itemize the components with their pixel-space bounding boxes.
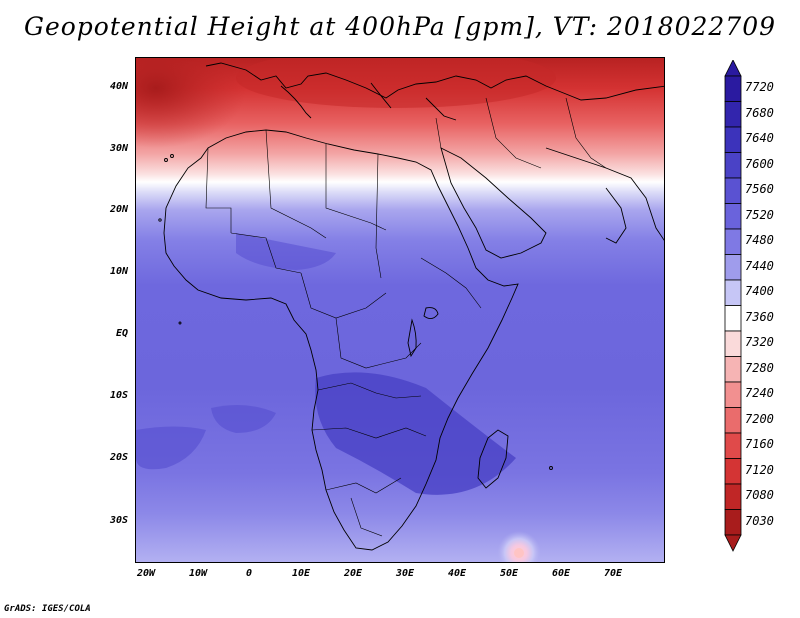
colorbar-label: 7600 xyxy=(745,156,774,171)
colorbar-label: 7280 xyxy=(745,360,774,375)
colorbar-label: 7200 xyxy=(745,411,774,426)
colorbar-swatch xyxy=(724,305,742,332)
colorbar-label: 7120 xyxy=(745,462,774,477)
colorbar-label: 7520 xyxy=(745,207,774,222)
colorbar-label: 7360 xyxy=(745,309,774,324)
colorbar-swatch xyxy=(724,254,742,281)
colorbar-swatch xyxy=(724,356,742,383)
height-high-atlantic-2 xyxy=(211,404,276,433)
height-low-center xyxy=(514,548,524,558)
colorbar-label: 7560 xyxy=(745,182,774,196)
lat-label-20s: 20S xyxy=(109,452,128,463)
colorbar-swatch xyxy=(724,101,742,128)
height-field xyxy=(136,58,664,562)
height-min-northwest xyxy=(136,58,246,148)
lat-label-eq: EQ xyxy=(115,328,128,339)
colorbar-swatch xyxy=(724,509,742,536)
colorbar-label: 7240 xyxy=(745,386,774,400)
colorbar-swatch xyxy=(724,432,742,459)
colorbar-swatch xyxy=(724,330,742,357)
colorbar-swatch xyxy=(724,228,742,255)
colorbar-label: 7480 xyxy=(745,233,774,247)
map-title: Geopotential Height at 400hPa [gpm], VT:… xyxy=(23,12,777,41)
lat-label-20n: 20N xyxy=(109,204,128,215)
lon-label-0: 0 xyxy=(245,568,253,579)
colorbar-label: 7030 xyxy=(745,513,774,528)
colorbar-swatch xyxy=(724,152,742,179)
lon-label-60e: 60E xyxy=(551,568,571,579)
lon-label-30e: 30E xyxy=(395,568,415,579)
country-borders xyxy=(205,97,607,537)
lat-label-10n: 10N xyxy=(109,266,128,277)
colorbar-label: 7400 xyxy=(745,284,774,298)
lon-label-70e: 70E xyxy=(603,568,623,579)
colorbar-label: 7640 xyxy=(745,131,774,145)
lon-label-50e: 50E xyxy=(499,568,519,579)
lat-label-10s: 10S xyxy=(109,390,128,401)
colorbar-swatch xyxy=(724,458,742,485)
colorbar-swatch xyxy=(724,483,742,510)
lon-label-10w: 10W xyxy=(188,568,208,579)
colorbar-label: 7680 xyxy=(745,105,774,120)
height-high-sahel xyxy=(236,233,336,270)
colorbar-label: 7160 xyxy=(745,437,774,451)
colorbar-top-arrow xyxy=(724,60,742,77)
map-plot-area xyxy=(135,57,665,563)
colorbar-label: 7320 xyxy=(745,335,774,349)
height-low-bullseye xyxy=(497,531,541,562)
lat-label-30s: 30S xyxy=(109,515,128,526)
grads-credit: GrADS: IGES/COLA xyxy=(4,604,91,614)
colorbar-bottom-arrow xyxy=(724,534,742,552)
colorbar-swatch xyxy=(724,203,742,230)
lon-label-20e: 20E xyxy=(343,568,363,579)
coastlines xyxy=(158,62,664,551)
colorbar-label: 7440 xyxy=(745,258,774,273)
lon-label-10e: 10E xyxy=(291,568,311,579)
lon-label-40e: 40E xyxy=(447,568,467,579)
colorbar-swatch xyxy=(724,407,742,434)
colorbar-label: 7720 xyxy=(745,80,774,94)
colorbar xyxy=(724,60,742,552)
colorbar-swatch xyxy=(724,75,742,102)
geopotential-map xyxy=(136,58,664,562)
lat-label-30n: 30N xyxy=(109,143,128,154)
colorbar-label: 7080 xyxy=(745,488,774,502)
colorbar-swatch xyxy=(724,279,742,306)
height-high-atlantic xyxy=(136,426,206,470)
lat-label-40n: 40N xyxy=(109,81,128,92)
colorbar-swatch xyxy=(724,177,742,204)
colorbar-swatch xyxy=(724,381,742,408)
height-low-north xyxy=(236,58,556,108)
lon-label-20w: 20W xyxy=(136,568,156,579)
height-high-southern-africa xyxy=(315,372,516,495)
colorbar-swatch xyxy=(724,126,742,153)
